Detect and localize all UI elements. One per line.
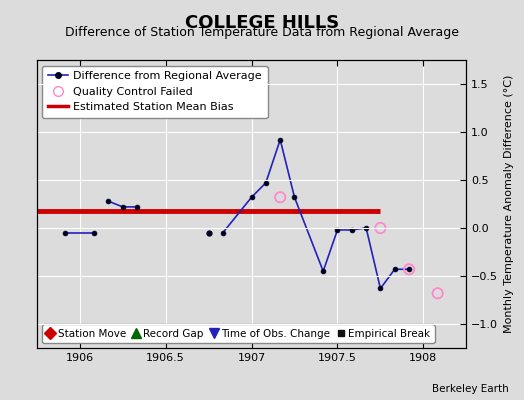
- Point: [276, 194, 285, 200]
- Text: COLLEGE HILLS: COLLEGE HILLS: [185, 14, 339, 32]
- Legend: Station Move, Record Gap, Time of Obs. Change, Empirical Break: Station Move, Record Gap, Time of Obs. C…: [42, 324, 434, 343]
- Y-axis label: Monthly Temperature Anomaly Difference (°C): Monthly Temperature Anomaly Difference (…: [504, 75, 514, 333]
- Point: [376, 225, 385, 231]
- Point: [405, 266, 413, 272]
- Text: Difference of Station Temperature Data from Regional Average: Difference of Station Temperature Data f…: [65, 26, 459, 39]
- Text: Berkeley Earth: Berkeley Earth: [432, 384, 508, 394]
- Point: [433, 290, 442, 296]
